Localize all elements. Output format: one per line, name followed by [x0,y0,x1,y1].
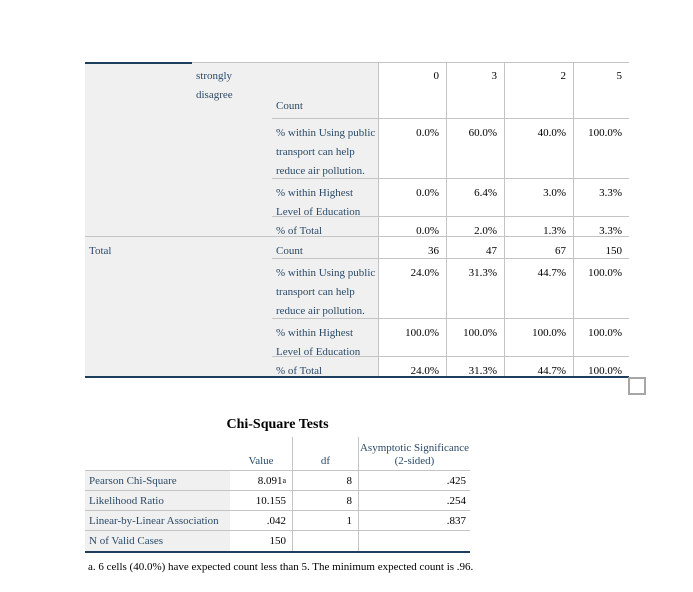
crosstab-cell: 44.7% [504,357,573,376]
chi-square-sig-cell: .425 [358,471,470,491]
crosstab-cell: 36 [378,237,446,259]
crosstab-stat-label-count: Count [272,62,378,119]
crosstab-cell: 31.3% [446,357,504,376]
crosstab-cell: 2 [504,62,573,119]
crosstab-stat-label-pct-total: % of Total [272,357,378,376]
crosstab-cell: 31.3% [446,259,504,319]
chi-square-value-cell: .042 [230,511,292,531]
crosstab-cell: 100.0% [378,319,446,357]
chi-square-df-cell: 8 [292,471,358,491]
crosstab-top-border-dark [85,62,192,64]
crosstab-total-category-spacer [192,237,272,376]
crosstab-cell: 44.7% [504,259,573,319]
chi-square-value: .042 [266,514,286,527]
chi-square-table: Value df Asymptotic Significance (2-side… [85,437,470,553]
chi-square-value-cell: 150 [230,531,292,551]
crosstab-stat-label-count: Count [272,237,378,259]
crosstab-cell: 40.0% [504,119,573,179]
crosstab-cell: 100.0% [573,119,629,179]
chi-square-df-cell: 8 [292,491,358,511]
crosstab-stat-label-pct-education: % within Highest Level of Education [272,319,378,357]
crosstab-cell: 5 [573,62,629,119]
chi-square-row-label: N of Valid Cases [85,531,230,551]
crosstab-cell: 60.0% [446,119,504,179]
crosstab-cell: 0 [378,62,446,119]
chi-square-value-cell: 10.155 [230,491,292,511]
crosstab-stat-label-pct-total: % of Total [272,217,378,237]
chi-square-header-df: df [292,437,358,471]
crosstab-total-label: Total [85,237,192,376]
crosstab-cell: 3.0% [504,179,573,217]
crosstab-cell: 24.0% [378,259,446,319]
crosstab-cell: 0.0% [378,217,446,237]
crosstab-cell: 0.0% [378,179,446,217]
chi-square-row-label: Pearson Chi-Square [85,471,230,491]
crosstab-cell: 24.0% [378,357,446,376]
crosstab-rowvar-spacer [85,62,192,237]
crosstab-cell: 2.0% [446,217,504,237]
crosstab-cell: 100.0% [573,319,629,357]
crosstab-stat-label-pct-transport: % within Using public transport can help… [272,259,378,319]
crosstab-table: strongly disagree Count 0 3 2 5 % within… [85,62,629,378]
chi-square-sig-cell: .837 [358,511,470,531]
crosstab-cell: 3 [446,62,504,119]
chi-square-row-label: Likelihood Ratio [85,491,230,511]
crosstab-top-border-light [192,62,629,63]
chi-square-title: Chi-Square Tests [226,417,329,432]
chi-square-header-blank-underline [85,437,230,471]
crosstab-cell: 100.0% [573,259,629,319]
crosstab-cell: 0.0% [378,119,446,179]
chi-square-sig-cell [358,531,470,551]
chi-square-value-cell: 8.091 a [230,471,292,491]
crosstab-cell: 100.0% [573,357,629,376]
crosstab-stat-label-pct-education: % within Highest Level of Education [272,179,378,217]
chi-square-value: 150 [269,535,287,547]
chi-square-value: 10.155 [255,494,286,507]
crosstab-cell: 6.4% [446,179,504,217]
crosstab-cell: 1.3% [504,217,573,237]
chi-square-row-label: Linear-by-Linear Association [85,511,230,531]
chi-square-value: 8.091 [257,474,283,487]
crosstab-cell: 100.0% [504,319,573,357]
chi-square-header-sig: Asymptotic Significance (2-sided) [358,437,470,471]
crosstab-stat-label-pct-transport: % within Using public transport can help… [272,119,378,179]
crosstab-cell: 150 [573,237,629,259]
chi-square-sig-cell: .254 [358,491,470,511]
chi-square-footnote: a. 6 cells (40.0%) have expected count l… [88,561,474,573]
chi-square-df-cell: 1 [292,511,358,531]
chi-square-df-cell [292,531,358,551]
table-resize-handle[interactable] [628,377,646,395]
crosstab-cell: 47 [446,237,504,259]
chi-square-header-value: Value [230,437,292,471]
crosstab-cell: 3.3% [573,179,629,217]
crosstab-cell: 67 [504,237,573,259]
crosstab-cell: 3.3% [573,217,629,237]
crosstab-category-label: strongly disagree [192,62,272,237]
crosstab-cell: 100.0% [446,319,504,357]
